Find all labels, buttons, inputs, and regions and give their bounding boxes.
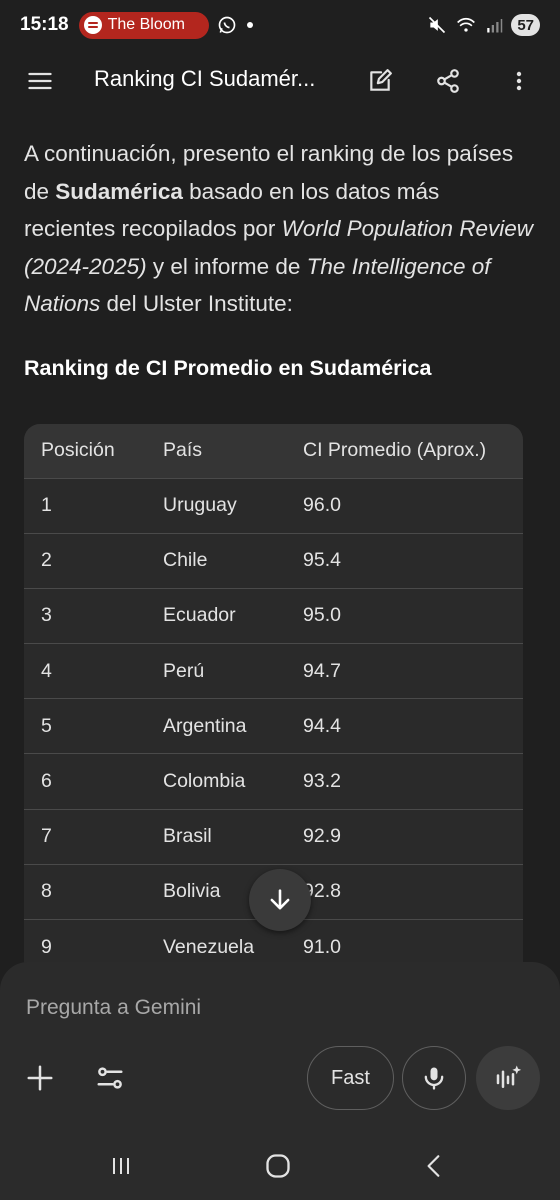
home-icon [266,1154,290,1178]
intro-text-1: A continuación, presento el ranking de l… [24,141,514,204]
spotify-icon [83,16,102,34]
cell-iq: 92.8 [303,880,341,903]
whatsapp-icon [218,16,235,34]
header-iq: CI Promedio (Aprox.) [303,439,487,462]
cell-country: Ecuador [163,604,236,627]
cell-country: Bolivia [163,880,221,903]
cell-position: 3 [41,604,52,627]
tools-button[interactable] [86,1054,134,1102]
cell-iq: 91.0 [303,935,341,958]
intro-bold-region: Sudamérica [55,178,183,204]
intro-italic-source: World Population Review (2024-2025) [24,216,534,279]
cell-position: 9 [41,935,52,958]
home-button[interactable] [254,1144,302,1188]
cell-iq: 92.9 [303,825,341,848]
conversation-title[interactable]: Ranking CI Sudamér... [94,66,316,91]
battery-level: 57 [517,16,534,34]
table-row: 6 Colombia 93.2 [24,753,523,810]
cell-country: Venezuela [163,935,255,958]
status-icons: 57 [427,14,540,36]
ranking-table: Posición País CI Promedio (Aprox.) 1 Urug… [24,424,523,975]
new-chat-button[interactable] [356,57,404,105]
tools-icon [97,1067,123,1089]
prompt-input[interactable] [26,992,506,1024]
table-row: 5 Argentina 94.4 [24,698,523,754]
cell-country: Perú [163,659,205,682]
recents-icon [113,1158,129,1174]
cell-country: Colombia [163,770,246,793]
cell-position: 7 [41,825,52,848]
recents-button[interactable] [97,1144,145,1188]
response-content: A continuación, presento el ranking de l… [24,135,536,381]
media-notification-pill[interactable]: The Bloom [78,11,209,39]
live-icon [496,1065,522,1088]
cell-iq: 94.7 [303,659,341,682]
table-row: 3 Ecuador 95.0 [24,588,523,644]
media-title: The Bloom [107,16,185,33]
cell-position: 2 [41,549,52,572]
status-bar: 15:18 The Bloom 57 [0,0,560,50]
intro-text-3: y el informe de [146,253,307,279]
status-time: 15:18 [20,14,69,35]
prompt-composer: Fast [0,962,560,1130]
cell-iq: 95.0 [303,604,341,627]
live-button[interactable] [476,1046,540,1110]
cell-iq: 95.4 [303,549,341,572]
add-attachment-button[interactable] [16,1054,64,1102]
cell-position: 4 [41,659,52,682]
cell-country: Chile [163,549,208,572]
header-position: Posición [41,439,115,462]
header-country: País [163,439,203,462]
menu-icon [28,72,52,90]
share-icon [437,69,459,93]
menu-button[interactable] [16,57,64,105]
cell-country: Argentina [163,714,247,737]
mic-icon [424,1067,444,1090]
system-nav-bar [0,1130,560,1200]
battery-indicator: 57 [511,14,540,36]
section-heading: Ranking de CI Promedio en Sudamérica [24,355,432,380]
intro-text-4: del Ulster Institute: [100,291,293,316]
edit-icon [370,69,392,91]
scroll-to-bottom-button[interactable] [249,869,311,931]
share-button[interactable] [424,57,472,105]
model-mode-button[interactable]: Fast [307,1046,394,1110]
cell-position: 5 [41,714,52,737]
cell-country: Uruguay [163,494,237,517]
microphone-button[interactable] [402,1046,466,1110]
table-row: 1 Uruguay 96.0 [24,478,523,534]
notification-dot [246,22,253,28]
more-vert-icon [516,71,522,91]
table-row: 2 Chile 95.4 [24,533,523,589]
wifi-icon [457,17,476,32]
more-options-button[interactable] [495,57,543,105]
back-button[interactable] [410,1144,458,1188]
cell-iq: 94.4 [303,714,341,737]
intro-text-2: basado en los datos más recientes recopi… [24,178,440,242]
intro-italic-report: The Intelligence of Nations [24,253,491,317]
table-header-row: Posición País CI Promedio (Aprox.) [24,424,523,478]
intro-paragraph: A continuación, presento el ranking de l… [24,135,536,323]
arrow-down-icon [270,889,290,910]
app-bar: Ranking CI Sudamér... [0,50,560,112]
cell-position: 1 [41,494,52,517]
cell-country: Brasil [163,825,212,848]
cell-position: 6 [41,770,52,793]
cell-position: 8 [41,880,52,903]
signal-icon [487,19,503,33]
mute-icon [429,16,446,34]
table-row: 4 Perú 94.7 [24,643,523,699]
plus-icon [27,1065,53,1091]
back-icon [427,1155,440,1177]
cell-iq: 96.0 [303,494,341,517]
cell-iq: 93.2 [303,770,341,793]
table-row: 7 Brasil 92.9 [24,809,523,865]
